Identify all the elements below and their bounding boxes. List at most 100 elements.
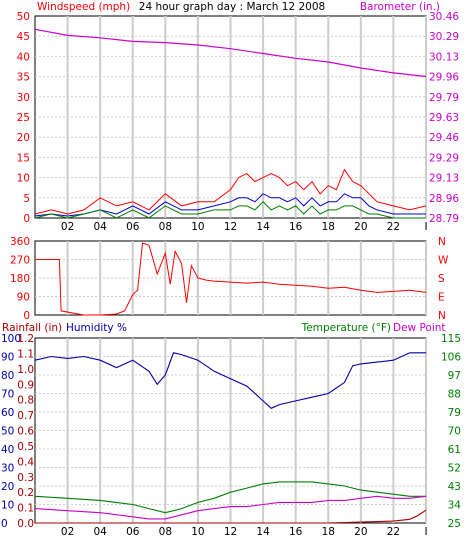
- series-wind-direction: [35, 242, 427, 316]
- rainfall-tick-label: 0.8: [17, 395, 34, 407]
- compass-tick-label: S: [438, 273, 445, 285]
- barometer-tick-label: 29.13: [429, 173, 459, 185]
- wind-tick-label: 45: [17, 31, 30, 43]
- x-tick-label: 10: [191, 526, 204, 538]
- barometer-tick-label: 30.13: [429, 51, 459, 63]
- rainfall-tick-label: 1.1: [17, 348, 34, 360]
- series-gust: [34, 168, 427, 215]
- barometer-tick-label: 29.46: [429, 132, 459, 144]
- direction-tick-label: 180: [10, 273, 30, 285]
- compass-tick-label: E: [438, 292, 445, 304]
- series-temperature: [34, 481, 426, 514]
- x-tick-label: 14: [256, 221, 270, 233]
- x-tick-label: 04: [93, 221, 107, 233]
- x-tick-label: 20: [354, 526, 367, 538]
- wind-tick-label: 20: [17, 132, 30, 144]
- direction-tick-label: 270: [10, 255, 30, 267]
- humidity-tick-label: 10: [1, 500, 14, 512]
- rainfall-tick-label: 0.7: [17, 410, 34, 422]
- direction-tick-label: 360: [10, 236, 30, 248]
- humidity-tick-label: 40: [1, 444, 14, 456]
- barometer-axis-label: Barometer (in.): [360, 1, 440, 13]
- humidity-tick-label: 20: [1, 481, 14, 493]
- barometer-tick-label: 30.29: [429, 31, 459, 43]
- series-rainfall: [35, 509, 427, 524]
- x-tick-label: 20: [354, 221, 367, 233]
- x-tick-label: 14: [256, 526, 270, 538]
- x-tick-label: 06: [126, 221, 140, 233]
- rainfall-tick-label: 1.0: [17, 364, 34, 376]
- rainfall-tick-label: 0.2: [17, 487, 34, 499]
- rainfall-tick-label: 0.1: [17, 503, 34, 515]
- x-tick-label: 16: [289, 221, 303, 233]
- series-dew-point: [34, 495, 427, 520]
- rainfall-tick-label: 0.4: [17, 456, 34, 468]
- temperature-axis-label: Temperature (°F): [301, 322, 391, 334]
- humidity-axis-label: Humidity %: [66, 322, 127, 334]
- humidity-tick-label: 60: [1, 407, 14, 419]
- series-barometer: [34, 28, 427, 78]
- temperature-tick-label: 79: [448, 407, 461, 419]
- dewpoint-axis-label: Dew Point: [393, 322, 446, 334]
- temperature-tick-label: 61: [448, 444, 461, 456]
- rainfall-axis-label: Rainfall (in): [2, 322, 62, 334]
- barometer-tick-label: 30.46: [429, 11, 459, 23]
- wind-tick-label: 30: [17, 92, 30, 104]
- x-tick-label: I: [424, 221, 427, 233]
- chart-title: 24 hour graph day : March 12 2008: [139, 1, 325, 13]
- x-tick-label: 18: [322, 526, 335, 538]
- x-tick-label: 22: [387, 221, 400, 233]
- humidity-tick-label: 100: [1, 333, 21, 345]
- wind-axis-label: Windspeed (mph): [37, 1, 130, 13]
- wind-tick-label: 15: [17, 152, 30, 164]
- barometer-tick-label: 28.96: [429, 193, 459, 205]
- humidity-tick-label: 90: [1, 352, 14, 364]
- x-tick-label: 22: [387, 526, 400, 538]
- x-tick-label: 16: [289, 526, 303, 538]
- temperature-tick-label: 106: [441, 352, 461, 364]
- temperature-tick-label: 70: [448, 426, 461, 438]
- temperature-tick-label: 52: [448, 463, 461, 475]
- x-tick-label: I: [424, 526, 427, 538]
- x-tick-label: 08: [159, 221, 172, 233]
- temperature-tick-label: 34: [448, 500, 462, 512]
- wind-tick-label: 0: [23, 213, 30, 225]
- x-tick-label: 02: [61, 526, 74, 538]
- wind-tick-label: 40: [17, 51, 30, 63]
- rainfall-tick-label: 0.6: [17, 426, 34, 438]
- x-tick-label: 02: [61, 221, 74, 233]
- barometer-tick-label: 29.29: [429, 152, 459, 164]
- rainfall-tick-label: 1.2: [17, 333, 34, 345]
- x-tick-label: 12: [224, 221, 237, 233]
- wind-tick-label: 50: [17, 11, 30, 23]
- x-tick-label: 10: [191, 221, 204, 233]
- barometer-tick-label: 29.96: [429, 72, 459, 84]
- x-tick-label: 08: [159, 526, 172, 538]
- wind-tick-label: 25: [17, 112, 30, 124]
- rainfall-tick-label: 0.0: [17, 518, 34, 530]
- direction-tick-label: 90: [17, 292, 30, 304]
- x-tick-label: 18: [322, 221, 335, 233]
- temperature-tick-label: 97: [448, 370, 461, 382]
- barometer-tick-label: 28.79: [429, 213, 459, 225]
- temperature-tick-label: 25: [448, 518, 461, 530]
- compass-tick-label: N: [438, 310, 446, 322]
- wind-tick-label: 10: [17, 173, 30, 185]
- series-humidity: [34, 352, 426, 409]
- barometer-tick-label: 29.63: [429, 112, 459, 124]
- humidity-tick-label: 0: [1, 518, 8, 530]
- x-tick-label: 04: [93, 526, 107, 538]
- direction-tick-label: 0: [23, 310, 30, 322]
- rainfall-tick-label: 0.3: [17, 472, 34, 484]
- series-wind: [34, 201, 426, 219]
- x-tick-label: 12: [224, 526, 237, 538]
- compass-tick-label: N: [438, 236, 446, 248]
- temperature-tick-label: 43: [448, 481, 461, 493]
- barometer-tick-label: 29.79: [429, 92, 459, 104]
- wind-tick-label: 35: [17, 72, 30, 84]
- series-avg: [34, 193, 426, 217]
- humidity-tick-label: 50: [1, 426, 14, 438]
- humidity-tick-label: 30: [1, 463, 14, 475]
- compass-tick-label: W: [438, 255, 449, 267]
- temperature-tick-label: 115: [441, 333, 461, 345]
